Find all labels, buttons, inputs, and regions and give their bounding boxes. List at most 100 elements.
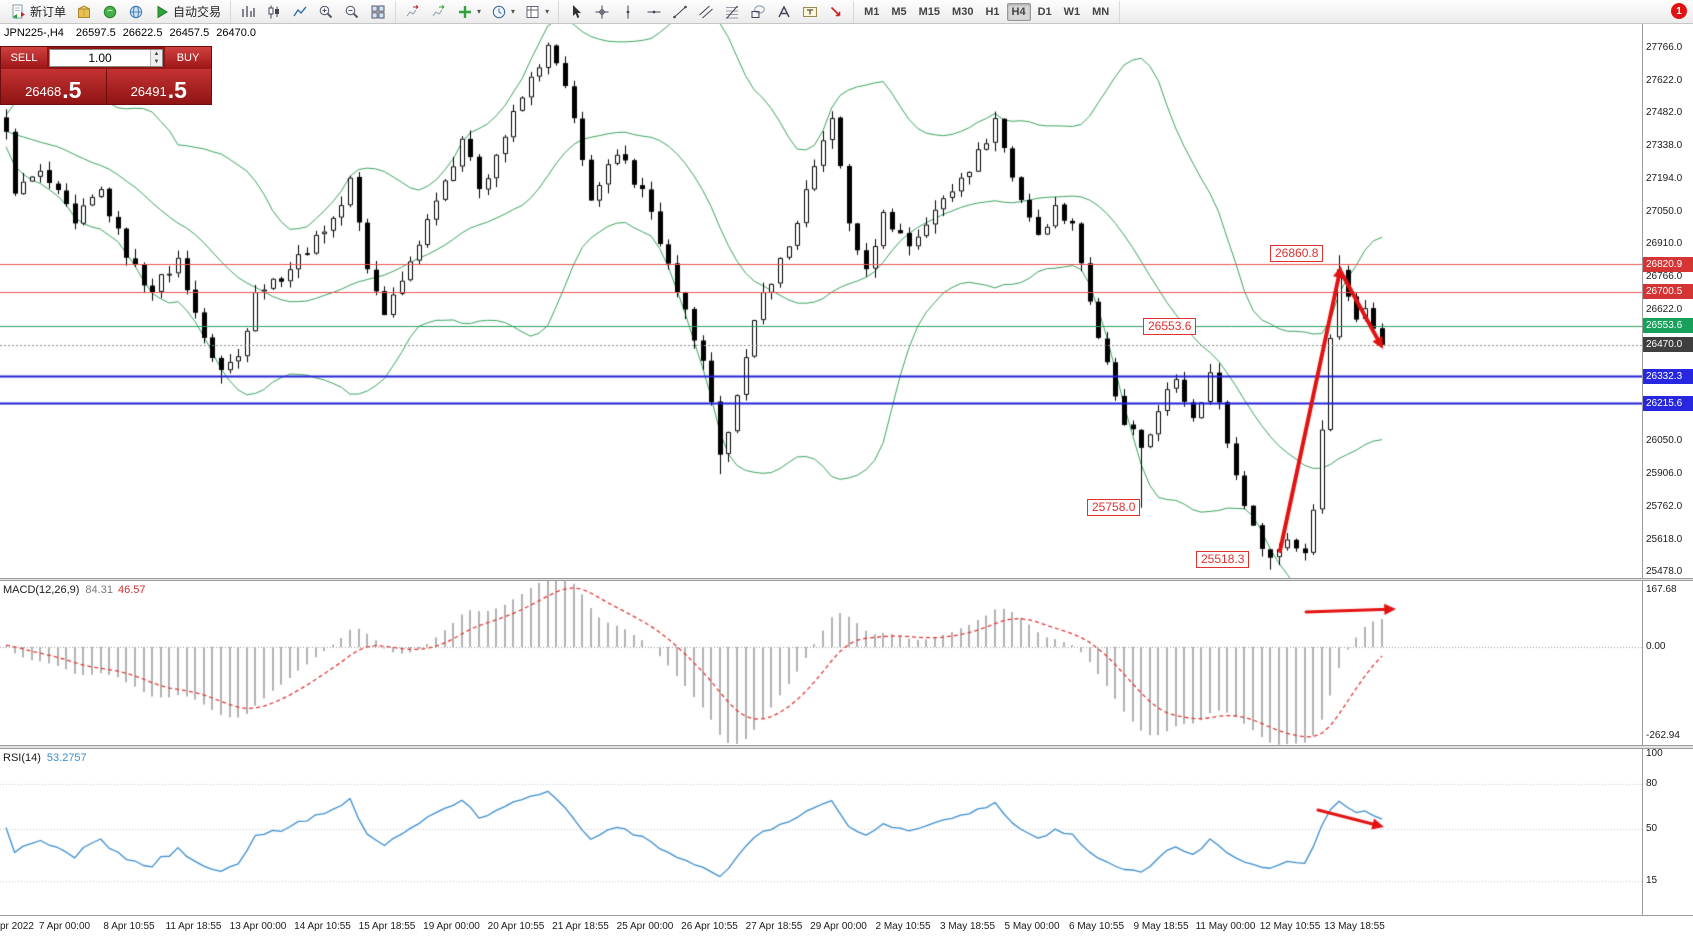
- timeframe-m15-button[interactable]: M15: [914, 3, 945, 21]
- vline-icon: [620, 4, 636, 20]
- trendline-icon: [672, 4, 688, 20]
- ohlc-high: 26622.5: [122, 27, 163, 39]
- timeframe-d1-button[interactable]: D1: [1033, 3, 1057, 21]
- sell-price-main: 26468: [25, 84, 62, 100]
- text-icon: [776, 4, 792, 20]
- new-order-icon: [11, 4, 27, 20]
- toolbar-group: [231, 0, 397, 23]
- equidistant-channel-button[interactable]: [694, 2, 718, 22]
- dropdown-arrow-icon[interactable]: ▾: [545, 7, 550, 16]
- timeframe-h1-button[interactable]: H1: [980, 3, 1004, 21]
- macd-indicator-label: MACD(12,26,9) 84.31 46.57: [3, 584, 145, 596]
- autotrading-button[interactable]: 自动交易: [150, 1, 225, 22]
- rsi-value: 53.2757: [46, 752, 87, 764]
- price-annotation-label[interactable]: 25518.3: [1196, 551, 1250, 568]
- indicators-button[interactable]: ▾: [453, 2, 485, 22]
- timeframe-m1-button[interactable]: M1: [859, 3, 884, 21]
- volume-input[interactable]: 1.00 ▲ ▼: [49, 49, 163, 67]
- buy-price-fraction: .5: [167, 77, 187, 104]
- text-button[interactable]: [772, 2, 796, 22]
- sell-price[interactable]: 26468.5: [1, 69, 107, 104]
- chart-shift-icon: [405, 4, 421, 20]
- volume-down-icon[interactable]: ▼: [151, 58, 162, 66]
- metaeditor-button[interactable]: [72, 2, 96, 22]
- text-label-button[interactable]: [798, 2, 822, 22]
- bar-chart-mode-button[interactable]: [236, 2, 260, 22]
- price-axis[interactable]: 27766.0 27622.0 27482.0 27338.0 27194.0 27050…: [1642, 24, 1693, 915]
- timeframe-m5-button[interactable]: M5: [886, 3, 911, 21]
- shapes-button[interactable]: [746, 2, 770, 22]
- new-order-button[interactable]: 新订单: [7, 1, 70, 22]
- cursor-icon: [568, 4, 584, 20]
- button-label: H1: [985, 5, 1000, 18]
- macd-name: MACD(12,26,9): [3, 584, 80, 596]
- templates-button[interactable]: ▾: [521, 2, 553, 22]
- timeframe-mn-button[interactable]: MN: [1087, 3, 1114, 21]
- price-annotation-label[interactable]: 26553.6: [1143, 318, 1197, 335]
- volume-value[interactable]: 1.00: [88, 51, 112, 65]
- candlestick-mode-button[interactable]: [262, 2, 286, 22]
- crosshair-button[interactable]: [590, 2, 614, 22]
- main-toolbar: 新订单 自动交易 ▾ ▾ ▾ M1 M5 M15 M30 H1 H4 D1 W1 MN: [0, 0, 1693, 24]
- symbol-period-label: JPN225-,H4: [4, 27, 64, 39]
- time-axis-label: 11 May 00:00: [1195, 921, 1256, 932]
- rsi-scale-label: 15: [1646, 875, 1658, 887]
- macd-panel-canvas[interactable]: [0, 581, 1642, 745]
- panel-separator[interactable]: [0, 578, 1693, 581]
- auto-scroll-button[interactable]: [427, 2, 451, 22]
- timeframe-h4-button[interactable]: H4: [1006, 2, 1031, 21]
- macd-signal-value: 46.57: [117, 584, 146, 596]
- volume-up-icon[interactable]: ▲: [151, 50, 162, 58]
- time-axis-label: 7 Apr 00:00: [38, 921, 91, 932]
- time-axis-label: 5 May 00:00: [1004, 921, 1060, 932]
- button-label: M1: [864, 5, 880, 18]
- dropdown-arrow-icon[interactable]: ▾: [477, 7, 482, 16]
- play-icon: [154, 4, 170, 20]
- axis-price-badge: 26820.9: [1643, 256, 1693, 272]
- tile-windows-button[interactable]: [366, 2, 390, 22]
- community-button[interactable]: [124, 2, 148, 22]
- sell-button[interactable]: SELL: [1, 47, 47, 69]
- horizontal-line-button[interactable]: [642, 2, 666, 22]
- line-chart-mode-button[interactable]: [288, 2, 312, 22]
- chart-shift-button[interactable]: [401, 2, 425, 22]
- buy-price[interactable]: 26491.5: [106, 69, 211, 104]
- price-annotation-label[interactable]: 26860.8: [1270, 245, 1324, 262]
- candle-chart-icon: [266, 4, 282, 20]
- arrow-objects-button[interactable]: [824, 2, 848, 22]
- time-axis-label: 25 Apr 00:00: [616, 921, 674, 932]
- zoom-in-button[interactable]: [314, 2, 338, 22]
- cursor-button[interactable]: [564, 2, 588, 22]
- timeframe-m30-button[interactable]: M30: [947, 3, 978, 21]
- periods-button[interactable]: ▾: [487, 2, 519, 22]
- price-annotation-label[interactable]: 25758.0: [1087, 499, 1141, 516]
- shapes-icon: [750, 4, 766, 20]
- time-axis-label: 12 May 10:55: [1259, 921, 1321, 932]
- symbol-ohlc-header: JPN225-,H4 26597.5 26622.5 26457.5 26470.0: [4, 27, 263, 39]
- vertical-line-button[interactable]: [616, 2, 640, 22]
- button-label: 自动交易: [173, 5, 222, 19]
- notification-badge[interactable]: 1: [1671, 3, 1687, 19]
- axis-price-badge: 26700.5: [1643, 284, 1693, 300]
- axis-price-badge: 26332.3: [1643, 368, 1693, 384]
- time-axis-label: 15 Apr 18:55: [358, 921, 416, 932]
- zoom-out-button[interactable]: [340, 2, 364, 22]
- macd-scale-label: 167.68: [1646, 584, 1677, 596]
- trendline-button[interactable]: [668, 2, 692, 22]
- fibonacci-button[interactable]: [720, 2, 744, 22]
- price-tick-label: 27050.0: [1646, 205, 1683, 217]
- time-axis-label: 13 May 18:55: [1324, 921, 1385, 932]
- rsi-panel-canvas[interactable]: [0, 749, 1642, 915]
- package-icon: [76, 4, 92, 20]
- toolbar-group: [559, 0, 855, 23]
- price-chart-canvas[interactable]: [0, 24, 1642, 578]
- panel-separator[interactable]: [0, 745, 1693, 749]
- timeframe-w1-button[interactable]: W1: [1059, 3, 1086, 21]
- price-tick-label: 27622.0: [1646, 74, 1683, 86]
- market-button[interactable]: [98, 2, 122, 22]
- buy-button[interactable]: BUY: [165, 47, 211, 69]
- time-axis[interactable]: pr 2022 7 Apr 00:00 8 Apr 10:55 11 Apr 18:5…: [0, 915, 1693, 941]
- crosshair-icon: [594, 4, 610, 20]
- volume-spinner: ▲ ▼: [150, 50, 162, 66]
- dropdown-arrow-icon[interactable]: ▾: [511, 7, 516, 16]
